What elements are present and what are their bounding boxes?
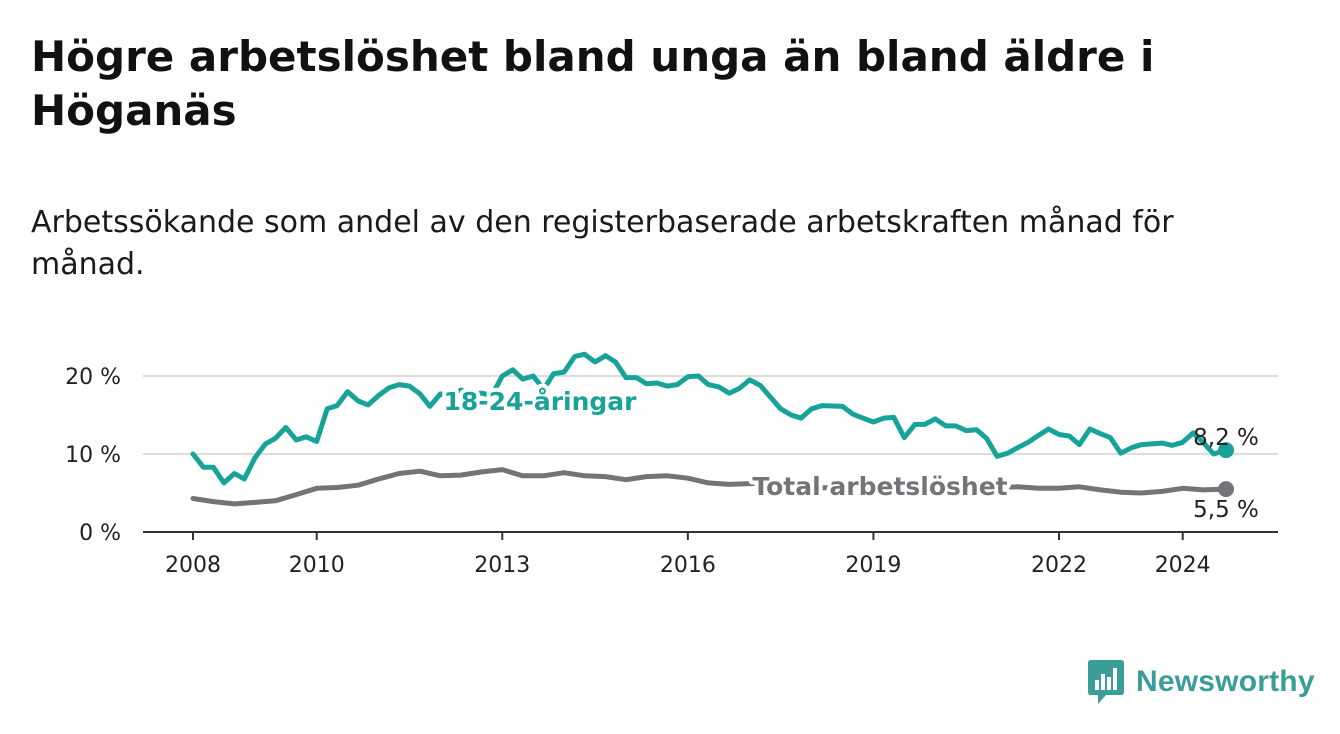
brand-name: Newsworthy: [1136, 665, 1315, 698]
x-tick-label: 2013: [474, 553, 530, 578]
youth-end-label: 8,2 %: [1193, 425, 1259, 451]
total-series-label-halo: Total arbetslöshet: [752, 472, 1007, 501]
total-series-label: Total arbetslöshet: [752, 472, 1007, 501]
x-tick-label: 2022: [1031, 553, 1087, 578]
x-tick-label: 2016: [660, 553, 716, 578]
total-series-line: [190, 467, 1229, 507]
y-tick-label: 20 %: [65, 365, 121, 390]
youth-series-label: 18-24-åringar: [444, 387, 638, 416]
newsworthy-brand: Newsworthy: [1088, 659, 1315, 705]
x-tick-label: 2019: [845, 553, 901, 578]
youth-end-point: [1218, 442, 1234, 459]
chart-title: Högre arbetslöshet bland unga än bland ä…: [31, 32, 1155, 135]
axis-ticks: 0 % 10 % 20 % 2008 2010 2013 2016 2019 2022 2024: [65, 365, 1211, 578]
youth-series-label-halo: 18-24-åringar: [444, 387, 638, 416]
total-end-label: 5,5 %: [1193, 497, 1259, 523]
total-end-point: [1218, 481, 1234, 498]
x-tick-label: 2008: [165, 553, 221, 578]
series-lines: [190, 351, 1229, 507]
y-tick-label: 0 %: [79, 521, 121, 546]
youth-series-line: [190, 351, 1229, 486]
chart-subtitle: Arbetssökande som andel av den registerb…: [31, 205, 1174, 282]
y-tick-label: 10 %: [65, 443, 121, 468]
line-chart: 0 %10 %20 %2008 2010 2013 2016 2019 2022 2024 …: [65, 351, 1278, 578]
x-tick-label: 2010: [289, 553, 345, 578]
x-tick-label: 2024: [1155, 553, 1211, 578]
newsworthy-logo-icon: [1088, 660, 1124, 704]
grid-lines: [143, 375, 1278, 533]
